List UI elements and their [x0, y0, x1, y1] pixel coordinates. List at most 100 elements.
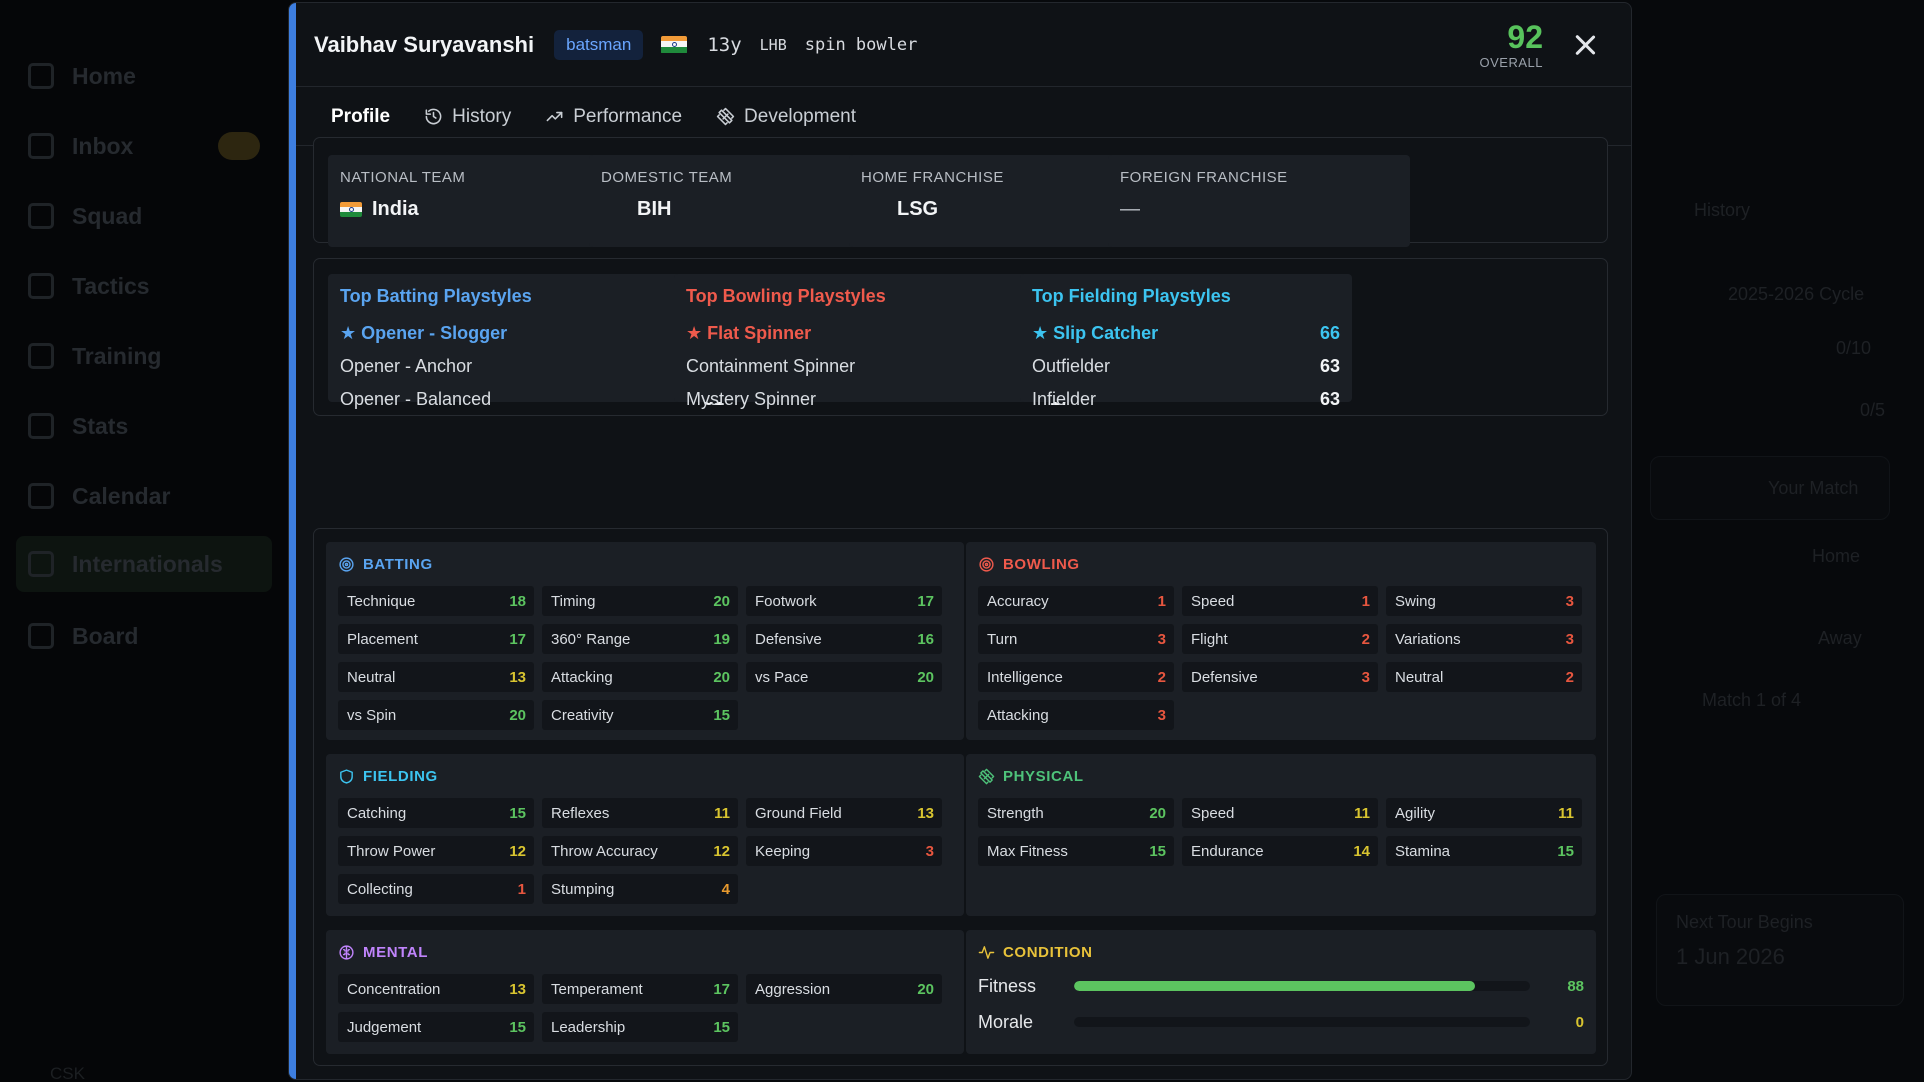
attribute-bowling: Intelligence 2 — [978, 662, 1174, 692]
playstyle-value: 63 — [1319, 389, 1340, 409]
attribute-value: 20 — [713, 668, 730, 686]
bg-nav-label: Tactics — [72, 272, 150, 299]
tab-development[interactable]: Development — [699, 88, 873, 145]
team-value: India — [340, 198, 618, 221]
attribute-name: Catching — [347, 804, 407, 822]
playstyle-label: Opener - Slogger — [361, 323, 508, 343]
attribute-name: Throw Power — [347, 842, 436, 860]
bg-nav-board: Board — [28, 616, 268, 656]
bg-cycle: 2025-2026 Cycle — [1728, 284, 1865, 304]
attribute-name: Agility — [1395, 804, 1436, 822]
attribute-batting: 360° Range 19 — [542, 624, 738, 654]
attribute-value: 11 — [1354, 804, 1370, 822]
panel-title: PHYSICAL — [978, 768, 1084, 785]
national-team-card: NATIONAL TEAM India — [328, 155, 630, 247]
trophy-icon — [28, 551, 54, 577]
team-value: BIH — [601, 198, 879, 221]
attribute-bowling: Swing 3 — [1386, 586, 1582, 616]
playstyle-row: ★ Slip Catcher 66 — [1032, 317, 1340, 350]
attribute-value: 17 — [509, 630, 526, 648]
attribute-value: 2 — [1157, 668, 1166, 686]
attribute-batting: Placement 17 — [338, 624, 534, 654]
attribute-physical: Max Fitness 15 — [978, 836, 1174, 866]
attribute-name: vs Spin — [347, 706, 397, 724]
home-franchise-card: HOME FRANCHISE LSG — [849, 155, 1151, 247]
attribute-name: Aggression — [755, 980, 831, 998]
attribute-batting: vs Pace 20 — [746, 662, 942, 692]
playstyle-name: ★ Opener - Slogger — [340, 323, 507, 344]
tab-performance[interactable]: Performance — [528, 88, 699, 145]
attribute-value: 11 — [714, 804, 730, 822]
attribute-bowling: Turn 3 — [978, 624, 1174, 654]
player-age: 13y — [707, 33, 742, 56]
attribute-value: 15 — [509, 804, 526, 822]
condition-label: Morale — [978, 1011, 1034, 1032]
close-icon[interactable] — [1573, 33, 1597, 57]
playstyle-row: ★ Opener - Slogger97 — [340, 317, 724, 350]
bg-nav-inbox: Inbox — [28, 126, 268, 166]
attribute-value: 3 — [1157, 630, 1166, 648]
attribute-value: 1 — [1361, 592, 1370, 610]
attribute-value: 13 — [509, 980, 526, 998]
condition-panel: CONDITION Fitness 88 Morale 0 — [966, 930, 1596, 1054]
condition-label: Fitness — [978, 975, 1037, 996]
panel-title-text: BATTING — [363, 556, 433, 573]
activity-icon — [978, 946, 995, 959]
team-label: HOME FRANCHISE — [861, 169, 1004, 186]
bg-your-match: Your Match — [1768, 478, 1859, 498]
attribute-name: Leadership — [551, 1018, 626, 1036]
attribute-fielding: Keeping 3 — [746, 836, 942, 866]
attribute-name: Reflexes — [551, 804, 610, 822]
playstyle-name: ★ Slip Catcher — [1032, 323, 1158, 344]
playstyle-row: Opener - Anchor92 — [340, 350, 724, 383]
panel-title: BOWLING — [978, 556, 1080, 573]
player-name: Vaibhav Suryavanshi — [314, 31, 535, 57]
attribute-name: Endurance — [1191, 842, 1264, 860]
attribute-bowling: Attacking 3 — [978, 700, 1174, 730]
attribute-value: 19 — [713, 630, 730, 648]
attribute-bowling: Flight 2 — [1182, 624, 1378, 654]
playstyle-row: Containment Spinner20 — [686, 350, 1070, 383]
bg-nav-internationals: Internationals — [16, 536, 272, 592]
bg-nav-calendar: Calendar — [28, 476, 268, 516]
bg-next-card — [1656, 894, 1904, 1006]
foreign-franchise-value: — — [1120, 198, 1140, 220]
panel-title: MENTAL — [338, 944, 428, 961]
bg-nav-tactics: Tactics — [28, 266, 268, 306]
attribute-name: Speed — [1191, 592, 1235, 610]
attribute-batting: Timing 20 — [542, 586, 738, 616]
playstyle-row: Mystery Spinner17 — [686, 383, 1070, 416]
shield-icon — [340, 769, 353, 784]
attribute-name: Flight — [1191, 630, 1228, 648]
playstyle-title: Top Bowling Playstyles — [686, 286, 886, 306]
panel-title-text: CONDITION — [1003, 944, 1093, 961]
attribute-value: 3 — [1361, 668, 1370, 686]
attribute-physical: Stamina 15 — [1386, 836, 1582, 866]
attribute-name: Timing — [551, 592, 596, 610]
panel-title: FIELDING — [338, 768, 438, 785]
attribute-fielding: Ground Field 13 — [746, 798, 942, 828]
overall-value: 92 — [1507, 19, 1543, 55]
attribute-batting: Neutral 13 — [338, 662, 534, 692]
attribute-name: Defensive — [755, 630, 822, 648]
playstyle-name: ★ Flat Spinner — [686, 323, 811, 344]
bg-nav-label: Inbox — [72, 132, 134, 159]
star-icon: ★ — [1032, 323, 1049, 343]
bg-card — [1650, 456, 1890, 520]
tab-history[interactable]: History — [407, 88, 528, 145]
bg-nav-label: Home — [72, 62, 136, 89]
star-icon: ★ — [686, 323, 703, 343]
batting-hand: LHB — [759, 35, 787, 54]
bowling-type: spin bowler — [804, 34, 918, 55]
physical-attributes-grid: Strength 20 Speed 11 Agility 11 Max Fitness 15 E… — [978, 798, 1582, 866]
attribute-value: 2 — [1361, 630, 1370, 648]
playstyle-title: Top Fielding Playstyles — [1032, 286, 1231, 306]
attribute-batting: Defensive 16 — [746, 624, 942, 654]
attribute-mental: Judgement 15 — [338, 1012, 534, 1042]
bg-value: 0/5 — [1860, 400, 1886, 420]
fielding-panel: FIELDING Catching 15 Reflexes 11 Ground Fiel… — [326, 754, 964, 916]
attribute-name: Collecting — [347, 880, 413, 898]
attribute-physical: Endurance 14 — [1182, 836, 1378, 866]
role-badge: batsman — [554, 29, 644, 60]
batting-attributes-grid: Technique 18 Timing 20 Footwork 17 Placement 17… — [338, 586, 942, 730]
